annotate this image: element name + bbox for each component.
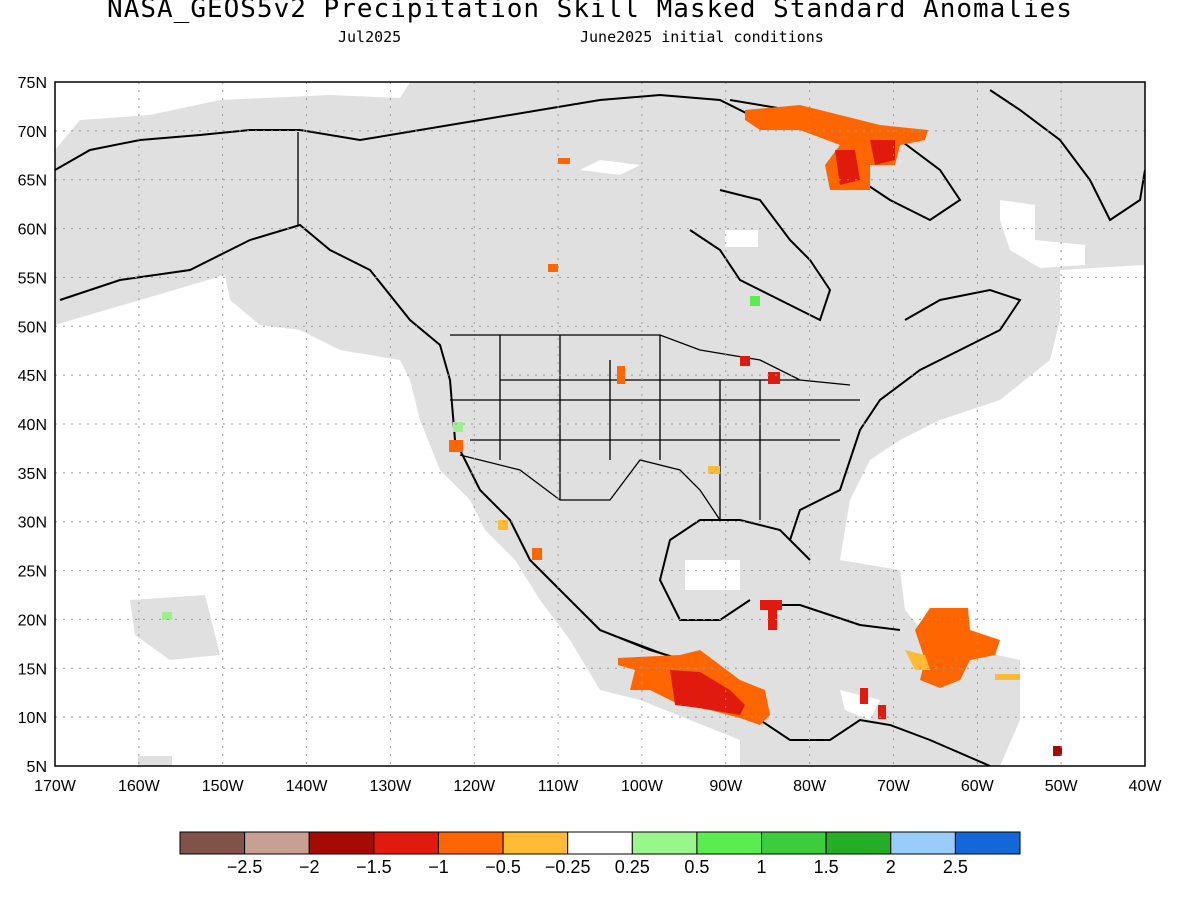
- lon-tick-label: 70W: [877, 778, 911, 795]
- colorbar-label: 0.5: [684, 857, 709, 877]
- great-lakes-anomaly: [740, 356, 750, 366]
- colorbar-swatch: [954, 831, 1021, 855]
- great-lakes-anomaly-2: [768, 372, 780, 384]
- lat-tick-label: 10N: [18, 710, 47, 727]
- lat-tick-label: 35N: [18, 466, 47, 483]
- initial-conditions-label: June2025 initial conditions: [580, 28, 824, 46]
- lat-tick-label: 25N: [18, 564, 47, 581]
- colorbar-label: 2: [886, 857, 896, 877]
- colorbar-label: −2.5: [227, 857, 263, 877]
- longitude-labels: 170W 160W 150W 140W 130W 120W 110W 100W 90W 80W 70…: [34, 778, 1162, 795]
- lon-tick-label: 130W: [369, 778, 412, 795]
- hudson-anomaly: [548, 264, 558, 272]
- colorbar-swatch: [631, 831, 698, 855]
- colorbar-label: 1: [757, 857, 767, 877]
- colorbar-label: 0.25: [615, 857, 650, 877]
- lon-tick-label: 60W: [961, 778, 995, 795]
- lat-tick-label: 20N: [18, 612, 47, 629]
- cuba-south-anomaly: [768, 610, 777, 630]
- lon-tick-label: 40W: [1129, 778, 1163, 795]
- baffin-island-anomaly: [745, 105, 928, 190]
- baja-anomaly: [498, 520, 508, 530]
- central-america-core-anomaly: [670, 670, 745, 715]
- colorbar-label: −0.25: [545, 857, 591, 877]
- colorbar-swatch: [244, 831, 310, 855]
- lat-tick-label: 75N: [18, 75, 47, 92]
- hawaii-positive-anomaly: [162, 612, 172, 620]
- lat-tick-label: 15N: [18, 661, 47, 678]
- colorbar-swatch: [437, 831, 504, 855]
- lon-tick-label: 90W: [709, 778, 743, 795]
- lon-tick-label: 160W: [118, 778, 161, 795]
- plains-anomaly: [617, 366, 625, 384]
- lat-tick-label: 30N: [18, 515, 47, 532]
- lat-tick-label: 60N: [18, 222, 47, 239]
- lon-tick-label: 110W: [538, 778, 580, 795]
- lat-tick-label: 70N: [18, 124, 47, 141]
- colorbar-swatch: [890, 831, 956, 855]
- forecast-month: Jul2025: [338, 28, 402, 46]
- baffin-core-anomaly: [835, 140, 895, 185]
- arctic-anomaly: [558, 158, 570, 164]
- latitude-labels: 5N 10N 15N 20N 25N 30N 35N 40N 45N 50N 55N 60N 65N 70…: [18, 75, 47, 776]
- colorbar-swatch: [567, 831, 633, 855]
- map-frame: [54, 81, 1146, 767]
- colorbar-swatch: [373, 831, 439, 855]
- colorbar-swatch: [696, 831, 763, 855]
- colorbar-label: 1.5: [814, 857, 839, 877]
- lon-tick-label: 100W: [621, 778, 664, 795]
- lat-tick-label: 50N: [18, 319, 47, 336]
- colorbar: −2.5 −2 −1.5 −1 −0.5 −0.25 0.25 0.5 1 1.5 2 2.5: [179, 831, 1021, 877]
- colorbar-label: 2.5: [943, 857, 968, 877]
- lat-tick-label: 45N: [18, 368, 47, 385]
- lesser-antilles-light-anomaly: [905, 650, 1020, 680]
- lat-tick-label: 5N: [27, 759, 47, 776]
- grid-lines: [55, 82, 1145, 766]
- lat-tick-label: 40N: [18, 417, 47, 434]
- lat-tick-label: 55N: [18, 270, 47, 287]
- lon-tick-label: 150W: [202, 778, 245, 795]
- colorbar-swatch: [761, 831, 827, 855]
- lon-tick-label: 120W: [453, 778, 496, 795]
- map-title: NASA_GEOS5v2 Precipitation Skill Masked …: [107, 0, 1073, 24]
- mask-gaps: [580, 160, 1085, 720]
- quebec-positive-anomaly: [750, 296, 760, 306]
- lon-tick-label: 140W: [286, 778, 329, 795]
- gulf-california-anomaly: [532, 548, 542, 560]
- lon-tick-label: 80W: [793, 778, 827, 795]
- colorbar-swatch: [502, 831, 569, 855]
- lon-tick-label: 170W: [34, 778, 77, 795]
- colorbar-swatch: [308, 831, 375, 855]
- colorbar-label: −1: [428, 857, 449, 877]
- caribbean-anomaly: [860, 688, 868, 704]
- map-plot-area: [55, 82, 1145, 766]
- caribbean-anomaly-2: [878, 705, 886, 719]
- texas-anomaly: [708, 466, 720, 474]
- cuba-anomaly: [760, 600, 782, 610]
- lat-tick-label: 65N: [18, 173, 47, 190]
- coastlines: [55, 89, 1145, 766]
- colorbar-label: −0.5: [485, 857, 521, 877]
- california-positive-anomaly: [453, 422, 463, 432]
- lon-tick-label: 50W: [1045, 778, 1079, 795]
- colorbar-label: −1.5: [356, 857, 392, 877]
- colorbar-swatch: [825, 831, 892, 855]
- colorbar-swatch: [179, 831, 246, 855]
- california-anomaly: [449, 440, 463, 452]
- colorbar-label: −2: [299, 857, 320, 877]
- atlantic-anomaly: [1053, 746, 1062, 756]
